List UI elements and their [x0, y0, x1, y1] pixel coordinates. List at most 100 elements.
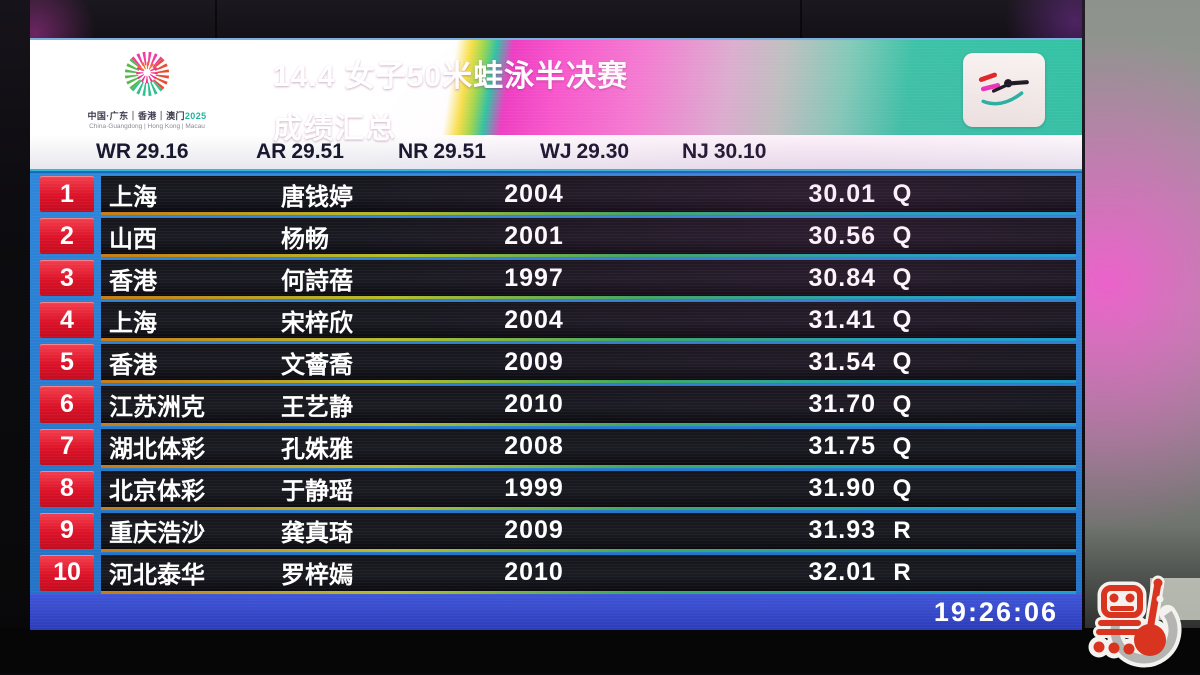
rank-badge: 1 [40, 176, 94, 213]
lit-wall-right [1085, 0, 1200, 674]
year-cell: 2009 [504, 347, 564, 376]
rank-badge: 3 [40, 260, 94, 297]
games-logo: 中国·广东｜香港｜澳门2025 China·Guangdong | Hong K… [74, 43, 220, 130]
qualify-cell: Q [892, 474, 912, 502]
result-bar: 香港 文薈喬 2009 31.54 Q [101, 344, 1076, 384]
team-cell: 河北泰华 [109, 562, 205, 590]
qualify-cell: Q [892, 348, 912, 376]
record-nr: NR 29.51 [398, 140, 540, 164]
year-cell: 2009 [504, 516, 564, 545]
team-cell: 上海 [109, 183, 157, 211]
swimmer-icon [978, 72, 1029, 106]
scoreboard-screen: 中国·广东｜香港｜澳门2025 China·Guangdong | Hong K… [30, 38, 1082, 630]
event-subtitle: 成绩汇总 [273, 113, 398, 145]
time-cell: 32.01 [808, 558, 876, 587]
stage-left-edge [0, 0, 30, 674]
year-cell: 2010 [504, 558, 564, 587]
name-cell: 唐钱婷 [281, 183, 353, 211]
stage-seam [215, 0, 217, 40]
rank-badge: 2 [40, 218, 94, 255]
record-value: 29.30 [576, 140, 630, 163]
result-bar: 香港 何詩蓓 1997 30.84 Q [101, 260, 1076, 300]
time-cell: 31.70 [808, 390, 876, 419]
name-cell: 于静瑶 [281, 478, 353, 506]
qualify-cell: Q [892, 390, 912, 418]
team-cell: 重庆浩沙 [109, 520, 205, 548]
games-logo-year: 2025 [184, 111, 207, 121]
result-bar: 江苏洲克 王艺静 2010 31.70 Q [101, 386, 1076, 426]
result-row: 8 北京体彩 于静瑶 1999 31.90 Q [30, 468, 1082, 510]
games-logo-text-en: China·Guangdong | Hong Kong | Macau [89, 123, 205, 130]
time-cell: 30.56 [808, 221, 876, 250]
record-label: WJ [540, 140, 572, 163]
result-row: 3 香港 何詩蓓 1997 30.84 Q [30, 257, 1082, 300]
team-cell: 香港 [109, 267, 157, 295]
year-cell: 2008 [504, 432, 564, 461]
result-row: 5 香港 文薈喬 2009 31.54 Q [30, 341, 1082, 384]
time-cell: 31.41 [808, 305, 876, 334]
result-row: 1 上海 唐钱婷 2004 30.01 Q [30, 173, 1082, 216]
rank-badge: 6 [40, 386, 94, 423]
name-cell: 文薈喬 [281, 351, 353, 379]
name-cell: 宋梓欣 [281, 309, 353, 337]
time-cell: 31.54 [808, 347, 876, 376]
name-cell: 孔姝雅 [281, 436, 353, 464]
event-title-block: 14.4 女子50米蛙泳半决赛 成绩汇总 [273, 51, 628, 147]
name-cell: 何詩蓓 [281, 267, 353, 295]
team-cell: 湖北体彩 [109, 436, 205, 464]
games-logo-spiral-icon [124, 51, 170, 97]
rank-badge: 5 [40, 344, 94, 381]
record-value: 30.10 [713, 140, 767, 163]
name-cell: 龚真琦 [281, 520, 353, 548]
result-bar: 重庆浩沙 龚真琦 2009 31.93 R [101, 512, 1076, 552]
record-wr: WR 29.16 [96, 140, 256, 164]
records-bar: WR 29.16 AR 29.51 NR 29.51 WJ 29.30 NJ 30.10 [30, 135, 1082, 171]
qualify-cell: Q [892, 264, 912, 292]
result-bar: 上海 宋梓欣 2004 31.41 Q [101, 302, 1076, 342]
qualify-cell: Q [892, 432, 912, 460]
result-row: 10 河北泰华 罗梓嫣 2010 32.01 R [30, 552, 1082, 594]
time-cell: 31.93 [808, 516, 876, 545]
record-label: AR [256, 140, 287, 163]
name-cell: 罗梓嫣 [281, 562, 353, 590]
stage-backdrop-top [0, 0, 1200, 40]
results-table: 1 上海 唐钱婷 2004 30.01 Q 2 山西 杨畅 2001 30.56… [30, 173, 1082, 594]
qualify-cell: Q [892, 180, 912, 208]
result-bar: 山西 杨畅 2001 30.56 Q [101, 218, 1076, 258]
record-label: WR [96, 140, 131, 163]
qualify-cell: Q [892, 222, 912, 250]
team-cell: 山西 [109, 225, 157, 253]
year-cell: 2010 [504, 390, 564, 419]
time-cell: 30.01 [808, 179, 876, 208]
qualify-cell: Q [892, 306, 912, 334]
watermark-logo [1086, 574, 1186, 675]
result-bar: 湖北体彩 孔姝雅 2008 31.75 Q [101, 428, 1076, 468]
year-cell: 1999 [504, 474, 564, 503]
rank-badge: 10 [40, 554, 94, 591]
stage-backdrop-bottom [0, 628, 1200, 674]
event-title: 14.4 女子50米蛙泳半决赛 [273, 60, 629, 93]
record-value: 29.51 [291, 140, 344, 163]
result-row: 9 重庆浩沙 龚真琦 2009 31.93 R [30, 510, 1082, 552]
year-cell: 2004 [504, 305, 564, 334]
result-bar: 北京体彩 于静瑶 1999 31.90 Q [101, 470, 1076, 510]
games-logo-text-cn: 中国·广东｜香港｜澳门2025 [87, 111, 207, 121]
name-cell: 杨畅 [281, 225, 329, 253]
rank-badge: 9 [40, 512, 94, 549]
rank-badge: 7 [40, 428, 94, 465]
result-bar: 上海 唐钱婷 2004 30.01 Q [101, 176, 1076, 216]
result-bar: 河北泰华 罗梓嫣 2010 32.01 R [101, 554, 1076, 594]
year-cell: 1997 [504, 263, 564, 292]
time-cell: 31.90 [808, 474, 876, 503]
result-row: 7 湖北体彩 孔姝雅 2008 31.75 Q [30, 426, 1082, 468]
result-row: 6 江苏洲克 王艺静 2010 31.70 Q [30, 383, 1082, 426]
swim-pictogram-card [963, 53, 1045, 127]
team-cell: 上海 [109, 309, 157, 337]
stage-seam [800, 0, 802, 40]
clock: 19:26:06 [933, 596, 1058, 627]
header: 中国·广东｜香港｜澳门2025 China·Guangdong | Hong K… [30, 40, 1082, 145]
result-row: 2 山西 杨畅 2001 30.56 Q [30, 215, 1082, 258]
record-value: 29.16 [136, 140, 189, 163]
record-label: NR [398, 140, 429, 163]
qualify-cell: R [893, 516, 911, 544]
